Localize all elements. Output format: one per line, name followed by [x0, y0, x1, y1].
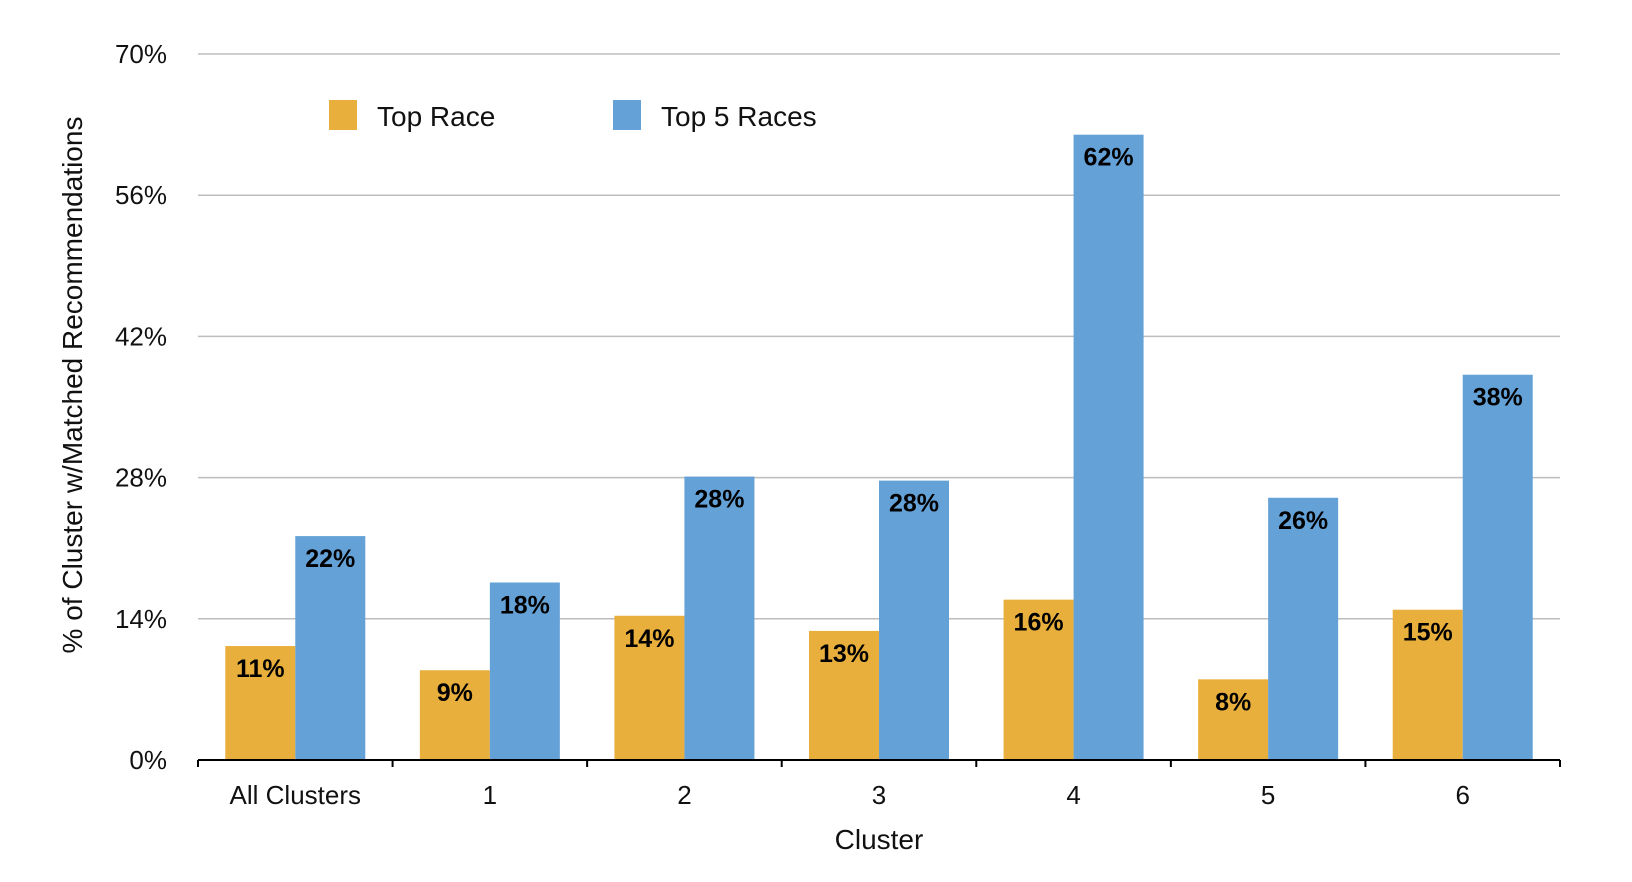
bar-top-5-races	[684, 476, 755, 760]
bar-top-5-races	[1268, 497, 1339, 760]
y-tick-label: 56%	[115, 180, 167, 210]
bar-data-label: 28%	[694, 486, 744, 514]
bar-top-race	[809, 630, 879, 760]
bar-data-label: 18%	[500, 591, 550, 619]
bar-top-5-races	[295, 536, 366, 760]
legend-swatch	[329, 100, 357, 130]
bars	[225, 134, 1533, 760]
x-axis-title: Cluster	[835, 824, 924, 855]
bar-top-race	[1198, 679, 1269, 760]
x-tick-label: 4	[1066, 780, 1080, 810]
x-tick-label: All Clusters	[230, 780, 361, 810]
bar-data-label: 11%	[236, 655, 285, 683]
y-tick-label: 70%	[115, 39, 167, 69]
legend: Top Race Top 5 Races	[329, 100, 817, 132]
bar-data-label: 28%	[889, 490, 939, 518]
y-tick-label: 42%	[115, 321, 167, 351]
y-tick-label: 14%	[115, 604, 167, 634]
x-tick-label: 1	[483, 780, 497, 810]
bar-data-label: 16%	[1014, 609, 1064, 637]
bar-top-5-races	[879, 480, 949, 760]
bar-top-5-races	[489, 582, 560, 760]
bar-data-label: 9%	[437, 679, 473, 707]
legend-label: Top 5 Races	[661, 101, 817, 132]
bar-data-label: 13%	[819, 640, 869, 668]
y-axis-ticks: 0% 14% 28% 42% 56% 70%	[115, 39, 167, 775]
bar-top-race	[1003, 599, 1074, 760]
bar-data-label: 38%	[1473, 384, 1523, 412]
bar-data-label: 14%	[624, 625, 674, 653]
bar-top-race	[614, 615, 685, 760]
bar-data-label: 8%	[1215, 688, 1251, 716]
bar-data-label: 22%	[305, 545, 355, 573]
bar-top-race	[225, 646, 296, 760]
x-tick-label: 6	[1455, 780, 1469, 810]
legend-swatch	[613, 100, 641, 130]
y-tick-label: 0%	[129, 745, 167, 775]
x-tick-label: 3	[872, 780, 886, 810]
data-labels: 11% 22% 9% 18% 14% 28% 13% 28% 16% 62% 8% 26% 15% 38%	[236, 144, 1523, 717]
bar-data-label: 15%	[1403, 619, 1453, 647]
y-axis-title: % of Cluster w/Matched Recommendations	[57, 117, 88, 654]
x-tick-label: 5	[1261, 780, 1275, 810]
bar-top-5-races	[1073, 134, 1144, 760]
y-tick-label: 28%	[115, 463, 167, 493]
x-tick-label: 2	[677, 780, 691, 810]
bar-top-race	[419, 670, 490, 760]
x-axis: All Clusters 1 2 3 4 5 6	[197, 759, 1561, 810]
legend-label: Top Race	[377, 101, 495, 132]
bar-top-5-races	[1462, 374, 1533, 760]
bar-data-label: 26%	[1278, 507, 1328, 535]
bar-data-label: 62%	[1084, 144, 1134, 172]
bar-top-race	[1392, 609, 1463, 760]
